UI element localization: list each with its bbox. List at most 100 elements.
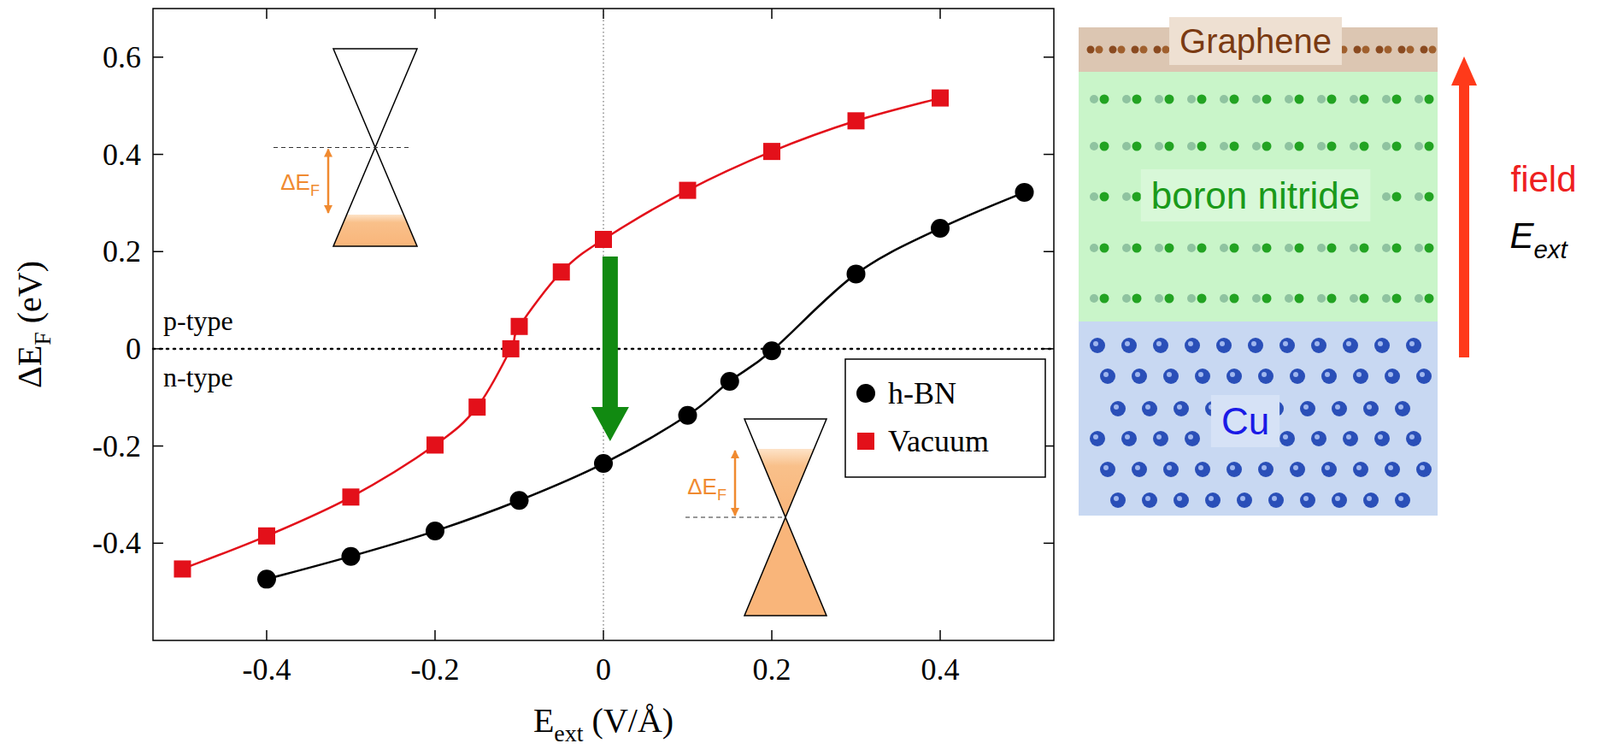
data-point (931, 89, 949, 107)
cu-atom (1089, 337, 1106, 353)
graphene-atom (1398, 46, 1406, 54)
data-point (502, 340, 520, 358)
cu-atom-shine (1135, 464, 1141, 471)
n-atom (1122, 141, 1131, 151)
cu-atom-shine (1377, 434, 1383, 440)
cu-atom (1311, 337, 1327, 353)
cu-atom (1321, 461, 1337, 477)
cu-atom-shine (1366, 404, 1372, 410)
cu-atom-shine (1176, 404, 1183, 410)
n-atom (1122, 192, 1131, 201)
cu-atom-shine (1156, 434, 1162, 440)
cu-atom (1110, 400, 1126, 417)
page: -0.4-0.200.20.4-0.4-0.200.20.40.6Eext (V… (0, 0, 1600, 755)
cu-atom-shine (1324, 371, 1330, 377)
cu-atom (1331, 400, 1348, 417)
cu-atom-shine (1346, 434, 1352, 440)
cone-fill (744, 517, 827, 616)
text-sub: F (29, 331, 56, 346)
b-atom (1197, 141, 1207, 152)
data-point (426, 435, 444, 453)
y-tick (152, 542, 164, 545)
data-point (720, 371, 740, 391)
dirac-point-line (685, 516, 784, 518)
x-axis-title: Eext (V/Å) (533, 700, 674, 747)
cu-atom-shine (1314, 434, 1320, 440)
y-tick (152, 250, 164, 253)
cu-atom (1311, 430, 1327, 447)
text-sub: ext (1533, 235, 1569, 264)
cu-atom-shine (1113, 495, 1119, 501)
n-atom (1187, 243, 1196, 253)
cu-atom-shine (1093, 341, 1099, 347)
cu-atom (1300, 400, 1316, 417)
b-atom (1132, 94, 1142, 105)
cu-atom-shine (1293, 371, 1299, 377)
y-tick (152, 153, 164, 156)
cu-atom (1226, 368, 1242, 384)
cu-atom (1173, 492, 1189, 508)
cu-atom (1289, 368, 1306, 384)
n-atom (1349, 243, 1359, 253)
y-tick-right (1043, 542, 1054, 545)
cu-atom-shine (1314, 341, 1320, 347)
cu-atom-shine (1388, 371, 1394, 377)
b-atom (1424, 243, 1435, 253)
data-point (594, 230, 612, 248)
b-atom (1392, 192, 1402, 202)
n-atom (1089, 141, 1099, 151)
b-atom (1229, 243, 1240, 253)
data-point (257, 569, 277, 589)
graphene-atom (1429, 46, 1437, 54)
x-tick-label: 0.2 (752, 652, 792, 687)
shift-arrow (591, 256, 630, 442)
b-atom (1164, 94, 1175, 105)
b-atom (1392, 94, 1402, 105)
y-tick (152, 445, 164, 448)
cu-atom-shine (1166, 464, 1172, 471)
data-point (1015, 182, 1035, 202)
b-atom (1359, 243, 1370, 253)
n-atom (1349, 294, 1359, 303)
graphene-atom (1384, 46, 1393, 54)
text-main: ΔE (687, 473, 718, 500)
legend-label: Vacuum (888, 423, 989, 459)
b-atom (1100, 94, 1110, 105)
n-atom (1122, 243, 1131, 253)
cu-atom (1247, 337, 1264, 353)
y-tick-label: -0.2 (92, 429, 142, 464)
cu-atom-shine (1282, 341, 1289, 347)
n-atom (1219, 94, 1229, 104)
cu-atom (1131, 368, 1148, 384)
cu-atom-shine (1261, 464, 1267, 471)
cu-atom-shine (1409, 434, 1415, 440)
b-atom (1100, 141, 1110, 152)
graphene-atom (1087, 46, 1095, 54)
inset-label: ΔEF (687, 473, 727, 504)
graphene-label: Graphene (1179, 22, 1332, 60)
cu-atom (1152, 337, 1169, 353)
data-point (847, 111, 865, 130)
n-atom (1187, 294, 1196, 303)
cu-atom (1363, 400, 1379, 417)
n-atom (1122, 94, 1131, 104)
cu-atom-shine (1103, 371, 1109, 377)
n-atom (1219, 243, 1229, 253)
graphene-label-patch (1169, 17, 1342, 65)
dirac-cone: ΔEF (685, 418, 827, 616)
cu-atom-shine (1324, 464, 1330, 471)
field-symbol: Eext (1509, 215, 1569, 264)
n-atom (1089, 94, 1099, 104)
y-tick-label: 0 (125, 331, 142, 366)
n-atom (1252, 141, 1261, 151)
cu-atom (1289, 461, 1306, 477)
data-point (678, 405, 698, 425)
field-label: field (1510, 158, 1577, 200)
n-atom (1154, 243, 1164, 253)
graphene-atom (1362, 46, 1371, 54)
graphene-atom (1406, 46, 1415, 54)
field-arrow-head (1451, 56, 1477, 86)
n-atom (1414, 192, 1424, 201)
x-tick (602, 629, 605, 641)
x-tick (939, 629, 942, 641)
